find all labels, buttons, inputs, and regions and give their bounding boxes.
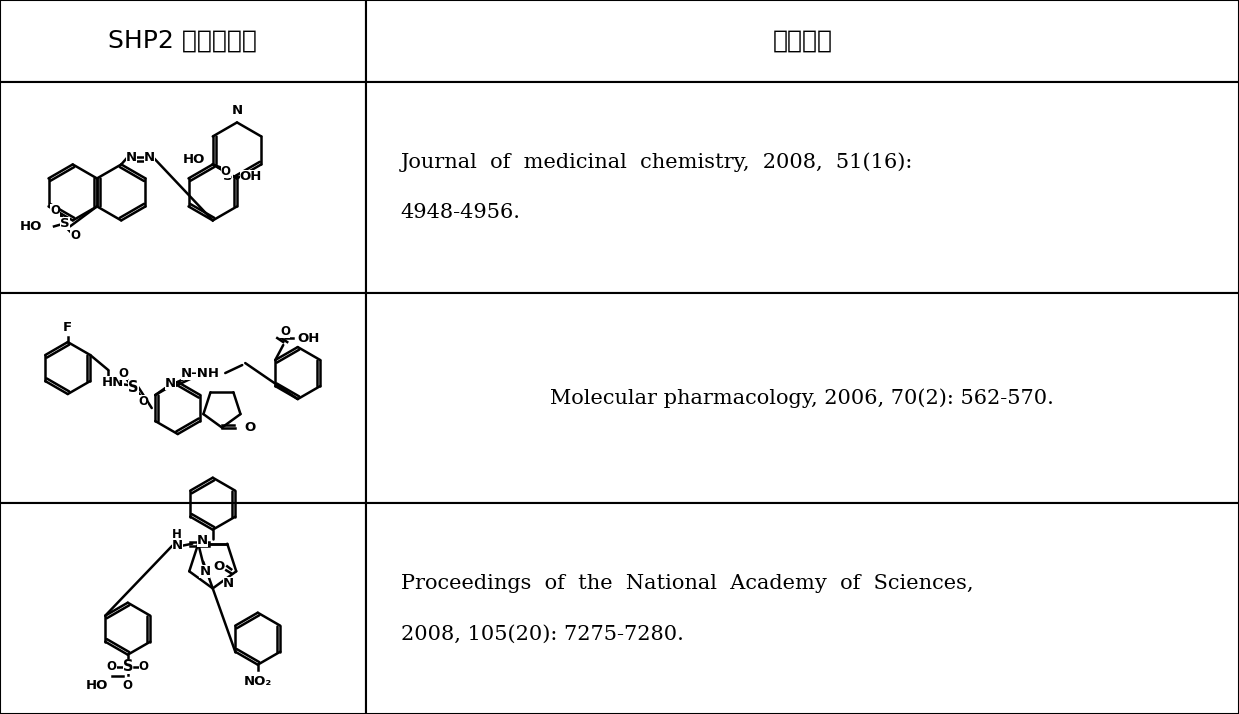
Bar bbox=[366, 82, 1239, 293]
Text: N: N bbox=[172, 539, 183, 552]
Text: O: O bbox=[50, 204, 59, 217]
Text: N: N bbox=[125, 151, 136, 164]
Text: N: N bbox=[223, 577, 234, 590]
Text: SHP2 抑制剂结构: SHP2 抑制剂结构 bbox=[108, 29, 258, 53]
Text: O: O bbox=[213, 560, 224, 573]
Text: O: O bbox=[280, 325, 290, 338]
Text: Journal  of  medicinal  chemistry,  2008,  51(16):: Journal of medicinal chemistry, 2008, 51… bbox=[400, 152, 913, 172]
Text: 4948-4956.: 4948-4956. bbox=[400, 203, 520, 222]
Bar bbox=[0, 503, 366, 714]
Text: N: N bbox=[144, 151, 155, 164]
Text: O: O bbox=[139, 660, 149, 673]
Text: HO: HO bbox=[182, 153, 204, 166]
Text: O: O bbox=[69, 229, 81, 242]
Bar bbox=[0, 293, 366, 503]
Text: F: F bbox=[63, 321, 72, 334]
Text: O: O bbox=[123, 679, 133, 692]
Text: S: S bbox=[128, 380, 139, 395]
Text: N-NH: N-NH bbox=[181, 366, 219, 380]
Text: HO: HO bbox=[20, 220, 42, 233]
Text: HN: HN bbox=[102, 376, 124, 388]
Text: N: N bbox=[197, 534, 208, 547]
Bar bbox=[366, 293, 1239, 503]
Bar bbox=[0, 0, 366, 82]
Bar bbox=[366, 0, 1239, 82]
Text: O: O bbox=[244, 421, 255, 434]
Text: O: O bbox=[107, 660, 116, 673]
Text: HO: HO bbox=[85, 679, 108, 692]
Text: S: S bbox=[61, 217, 69, 230]
Text: S: S bbox=[223, 170, 233, 183]
Text: S: S bbox=[123, 659, 133, 674]
Text: N: N bbox=[199, 565, 211, 578]
Text: N: N bbox=[165, 376, 176, 390]
Text: H: H bbox=[172, 528, 182, 540]
Text: OH: OH bbox=[240, 170, 263, 183]
Text: Molecular pharmacology, 2006, 70(2): 562-570.: Molecular pharmacology, 2006, 70(2): 562… bbox=[550, 388, 1054, 408]
Bar bbox=[366, 503, 1239, 714]
Text: 参考文献: 参考文献 bbox=[772, 29, 833, 53]
Text: O: O bbox=[118, 366, 129, 380]
Bar bbox=[0, 82, 366, 293]
Text: OH: OH bbox=[297, 331, 320, 345]
Text: NO₂: NO₂ bbox=[244, 675, 271, 688]
Text: N: N bbox=[232, 104, 243, 117]
Text: Proceedings  of  the  National  Academy  of  Sciences,: Proceedings of the National Academy of S… bbox=[400, 574, 973, 593]
Text: 2008, 105(20): 7275-7280.: 2008, 105(20): 7275-7280. bbox=[400, 625, 684, 643]
Text: O: O bbox=[139, 395, 149, 408]
Text: O: O bbox=[221, 166, 230, 178]
